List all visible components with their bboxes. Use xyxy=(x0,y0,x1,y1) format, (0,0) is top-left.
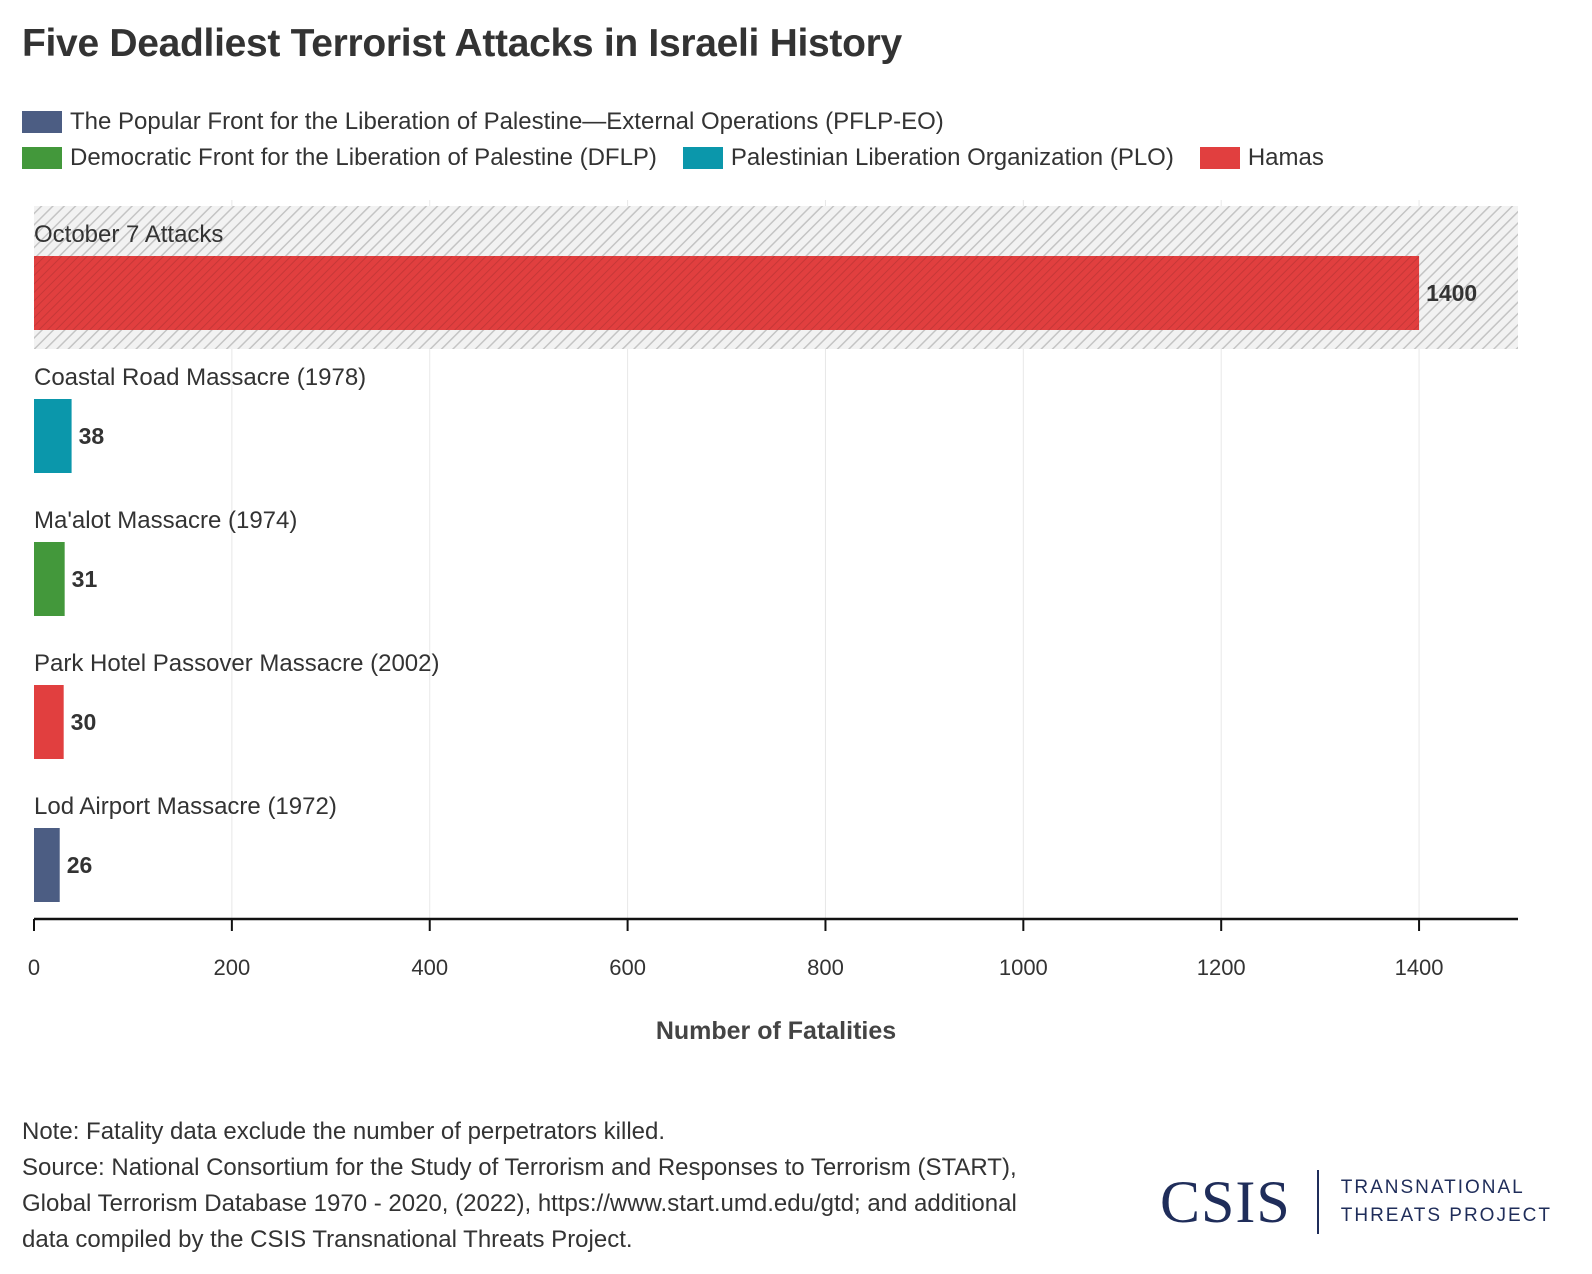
legend-item: Palestinian Liberation Organization (PLO… xyxy=(682,144,1174,172)
legend-swatch xyxy=(22,147,62,169)
legend: The Popular Front for the Liberation of … xyxy=(22,104,1562,176)
bar xyxy=(34,685,64,759)
x-tick-label: 1400 xyxy=(1395,955,1444,980)
value-label: 30 xyxy=(71,709,97,735)
source-line: Global Terrorism Database 1970 - 2020, (… xyxy=(22,1190,1017,1217)
bar xyxy=(34,542,65,616)
value-label: 31 xyxy=(72,566,98,592)
category-label: Park Hotel Passover Massacre (2002) xyxy=(34,650,440,677)
logo-line-1: TRANSNATIONAL xyxy=(1340,1177,1525,1198)
x-tick-label: 1200 xyxy=(1197,955,1246,980)
legend-label: Democratic Front for the Liberation of P… xyxy=(70,144,657,171)
value-label: 38 xyxy=(79,423,105,449)
logo-divider xyxy=(1316,1170,1319,1234)
bar-hatch xyxy=(34,256,1420,330)
legend-row: The Popular Front for the Liberation of … xyxy=(22,104,1562,140)
x-axis-title: Number of Fatalities xyxy=(656,1017,896,1045)
x-tick-label: 0 xyxy=(28,955,40,980)
legend-item: The Popular Front for the Liberation of … xyxy=(22,108,944,136)
category-label: Coastal Road Massacre (1978) xyxy=(34,364,366,391)
bar-chart: October 7 Attacks 1400 Coastal Road Massac… xyxy=(28,200,1518,1045)
category-label: October 7 Attacks xyxy=(34,221,223,248)
footnotes: Note: Fatality data exclude the number o… xyxy=(22,1114,1152,1258)
x-tick-label: 1000 xyxy=(999,955,1048,980)
csis-logo: CSIS TRANSNATIONAL THREATS PROJECT xyxy=(1160,1158,1580,1246)
bar xyxy=(34,828,60,902)
legend-item: Hamas xyxy=(1199,144,1324,172)
legend-label: Hamas xyxy=(1247,144,1324,171)
x-tick-label: 400 xyxy=(411,955,448,980)
legend-row: Democratic Front for the Liberation of P… xyxy=(22,140,1562,176)
legend-swatch xyxy=(682,147,723,169)
legend-swatch xyxy=(22,111,62,133)
legend-label: Palestinian Liberation Organization (PLO… xyxy=(730,144,1174,171)
x-tick-label: 800 xyxy=(807,955,844,980)
logo-project-name: TRANSNATIONAL THREATS PROJECT xyxy=(1341,1174,1552,1230)
category-label: Lod Airport Massacre (1972) xyxy=(34,793,337,820)
source-line: Source: National Consortium for the Stud… xyxy=(22,1154,1017,1181)
source-line: data compiled by the CSIS Transnational … xyxy=(22,1226,633,1253)
value-label: 26 xyxy=(67,852,93,878)
note-line: Note: Fatality data exclude the number o… xyxy=(22,1118,666,1145)
logo-wordmark: CSIS xyxy=(1160,1169,1291,1235)
bars: October 7 Attacks 1400 Coastal Road Massac… xyxy=(34,221,1477,902)
legend-item: Democratic Front for the Liberation of P… xyxy=(22,144,657,172)
x-tick-label: 200 xyxy=(214,955,251,980)
legend-swatch xyxy=(1199,147,1240,169)
chart-title: Five Deadliest Terrorist Attacks in Isra… xyxy=(22,22,902,65)
logo-line-2: THREATS PROJECT xyxy=(1340,1205,1552,1226)
bar xyxy=(34,399,72,473)
value-label: 1400 xyxy=(1426,280,1477,306)
x-axis: 0 200 400 600 800 1000 1200 1400 xyxy=(28,917,1518,980)
x-tick-label: 600 xyxy=(609,955,646,980)
legend-label: The Popular Front for the Liberation of … xyxy=(70,108,944,135)
category-label: Ma'alot Massacre (1974) xyxy=(34,507,297,534)
